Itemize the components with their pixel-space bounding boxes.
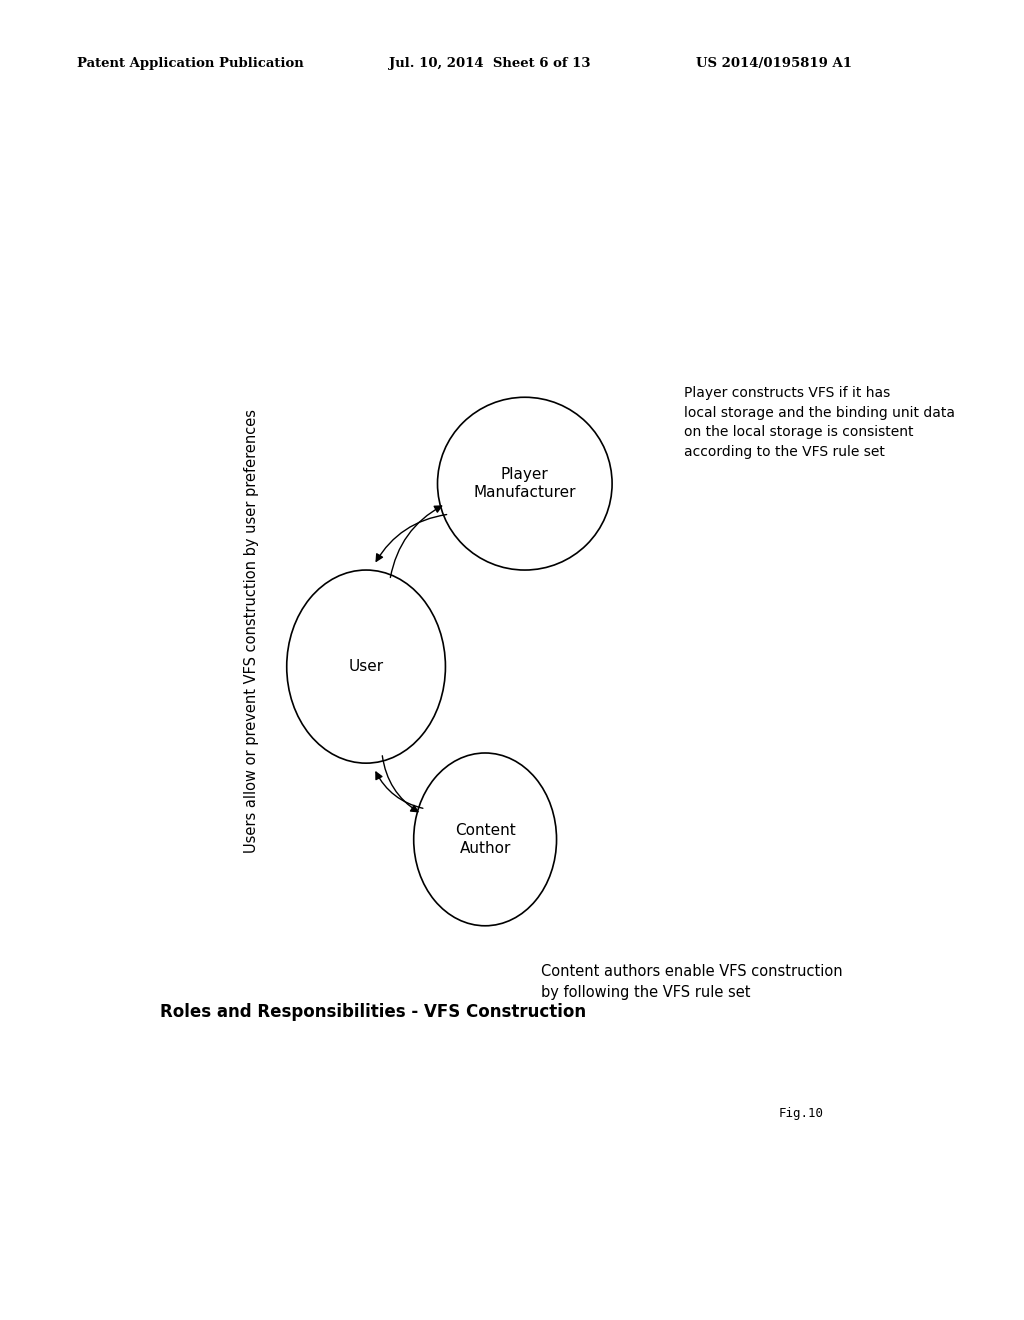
Text: Roles and Responsibilities - VFS Construction: Roles and Responsibilities - VFS Constru… bbox=[160, 1003, 586, 1022]
Text: Player
Manufacturer: Player Manufacturer bbox=[473, 467, 577, 500]
Text: US 2014/0195819 A1: US 2014/0195819 A1 bbox=[696, 57, 852, 70]
Text: Users allow or prevent VFS construction by user preferences: Users allow or prevent VFS construction … bbox=[244, 409, 258, 853]
Text: Patent Application Publication: Patent Application Publication bbox=[77, 57, 303, 70]
Text: Player constructs VFS if it has
local storage and the binding unit data
on the l: Player constructs VFS if it has local st… bbox=[684, 387, 954, 459]
Text: User: User bbox=[348, 659, 384, 675]
Text: Content
Author: Content Author bbox=[455, 824, 515, 855]
Text: Content authors enable VFS construction
by following the VFS rule set: Content authors enable VFS construction … bbox=[541, 964, 843, 999]
Text: Jul. 10, 2014  Sheet 6 of 13: Jul. 10, 2014 Sheet 6 of 13 bbox=[389, 57, 591, 70]
Text: Fig.10: Fig.10 bbox=[778, 1107, 823, 1121]
